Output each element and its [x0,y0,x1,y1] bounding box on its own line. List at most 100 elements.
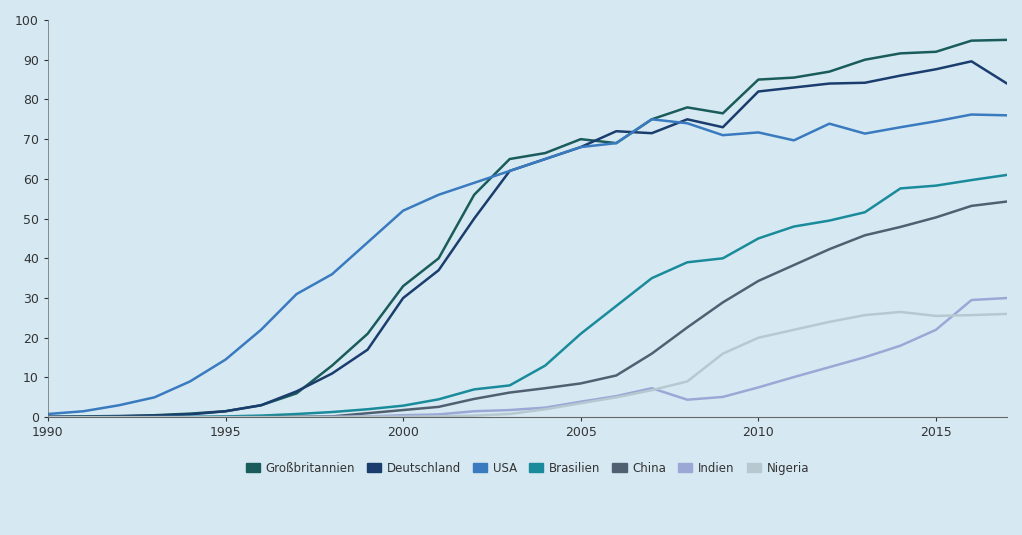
Indien [824,364,836,370]
China [788,262,800,268]
Deutschland [504,167,516,174]
China [610,372,622,379]
USA [610,140,622,147]
Nigeria [504,411,516,417]
Deutschland [290,388,303,395]
Brasilien [858,209,871,216]
Nigeria [254,414,267,421]
Indien [362,413,374,419]
Indien [432,411,445,418]
Großbritannien [1001,37,1013,43]
Nigeria [112,414,125,421]
USA [326,271,338,278]
Brasilien [290,411,303,417]
USA [148,394,160,401]
Indien [184,414,196,421]
Großbritannien [42,414,54,420]
Großbritannien [646,116,658,123]
Nigeria [468,412,480,419]
Brasilien [362,406,374,412]
Nigeria [148,414,160,421]
Deutschland [468,216,480,222]
USA [966,111,978,118]
Nigeria [42,414,54,421]
Deutschland [397,295,409,301]
Großbritannien [504,156,516,162]
Deutschland [966,58,978,65]
Indien [610,393,622,399]
China [752,278,764,284]
Indien [966,297,978,303]
Deutschland [112,413,125,419]
Line: Deutschland: Deutschland [48,62,1007,417]
Indien [220,414,232,421]
Brasilien [894,185,907,192]
Nigeria [894,309,907,315]
Großbritannien [752,77,764,83]
Indien [894,342,907,349]
Indien [290,414,303,421]
Großbritannien [682,104,694,111]
Nigeria [716,350,729,357]
Indien [254,414,267,421]
Indien [42,414,54,421]
Brasilien [326,409,338,415]
China [716,299,729,305]
USA [254,326,267,333]
Brasilien [78,414,90,421]
Großbritannien [397,283,409,289]
Indien [682,396,694,403]
China [78,414,90,421]
Nigeria [574,400,587,407]
China [184,414,196,421]
USA [930,118,942,125]
China [290,414,303,420]
China [112,414,125,421]
China [254,414,267,421]
Brasilien [682,259,694,265]
USA [78,408,90,415]
Brasilien [574,331,587,337]
Brasilien [148,414,160,421]
Deutschland [539,156,551,162]
Großbritannien [184,410,196,417]
China [894,224,907,230]
China [930,214,942,220]
USA [539,156,551,162]
Nigeria [788,326,800,333]
Großbritannien [362,331,374,337]
Brasilien [432,396,445,402]
Brasilien [1001,172,1013,178]
Brasilien [646,275,658,281]
Brasilien [397,402,409,409]
Brasilien [504,382,516,388]
Nigeria [362,414,374,420]
Nigeria [858,312,871,318]
Nigeria [824,319,836,325]
Großbritannien [930,49,942,55]
Großbritannien [824,68,836,75]
Brasilien [184,414,196,420]
China [326,413,338,419]
Großbritannien [148,412,160,418]
USA [220,356,232,363]
Deutschland [148,412,160,419]
Deutschland [78,414,90,420]
Deutschland [682,116,694,123]
Brasilien [752,235,764,242]
Deutschland [858,80,871,86]
Nigeria [610,394,622,401]
Brasilien [930,182,942,189]
Großbritannien [788,74,800,81]
USA [504,167,516,174]
China [397,407,409,413]
China [824,246,836,253]
Deutschland [574,144,587,150]
USA [646,116,658,123]
Brasilien [468,386,480,393]
Line: Nigeria: Nigeria [48,312,1007,417]
USA [858,131,871,137]
China [1001,198,1013,205]
USA [788,137,800,143]
Legend: Großbritannien, Deutschland, USA, Brasilien, China, Indien, Nigeria: Großbritannien, Deutschland, USA, Brasil… [245,462,809,475]
